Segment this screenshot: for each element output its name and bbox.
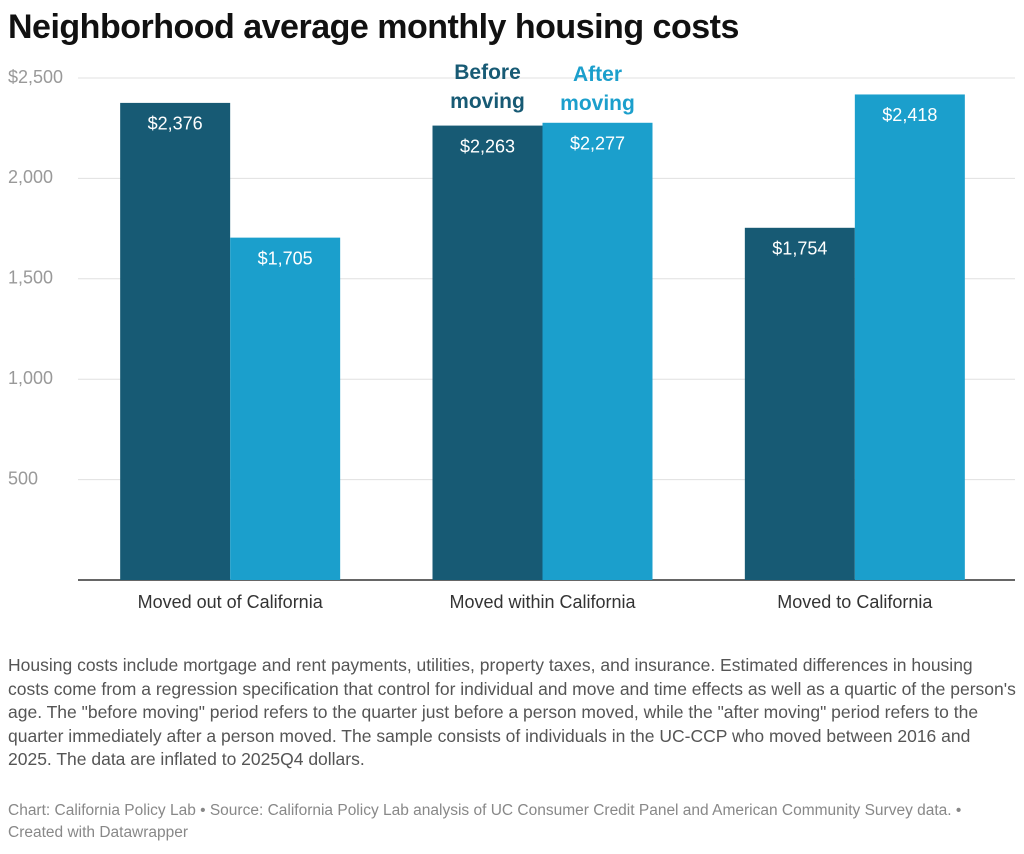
legend-label: After moving [560, 63, 635, 115]
x-tick-label: Moved within California [449, 592, 636, 612]
bar [120, 102, 231, 580]
y-tick-label: 1,000 [8, 368, 53, 388]
y-tick-label: 2,000 [8, 167, 53, 187]
value-label: $2,277 [570, 134, 625, 154]
bar [230, 237, 341, 581]
chart: 500 1,000 1,500 2,000 $2,500 Moved out of Cal… [8, 67, 1015, 612]
chart-source: Chart: California Policy Lab • Source: C… [8, 802, 962, 841]
bar [432, 125, 543, 580]
y-tick-label: 1,500 [8, 268, 53, 288]
y-tick-label: 500 [8, 468, 38, 488]
bar [542, 122, 653, 581]
legend-label: Before moving [450, 61, 525, 113]
value-label: $2,418 [882, 105, 937, 125]
value-label: $2,376 [148, 114, 203, 134]
chart-title: Neighborhood average monthly housing cos… [8, 8, 739, 46]
y-tick-label: $2,500 [8, 67, 63, 87]
x-tick-label: Moved out of California [138, 592, 324, 612]
value-label: $2,263 [460, 136, 515, 156]
x-tick-label: Moved to California [777, 592, 933, 612]
value-label: $1,705 [258, 248, 313, 268]
bar [854, 94, 965, 580]
chart-notes: Housing costs include mortgage and rent … [8, 655, 1016, 769]
value-label: $1,754 [772, 239, 827, 259]
bar [744, 227, 855, 580]
